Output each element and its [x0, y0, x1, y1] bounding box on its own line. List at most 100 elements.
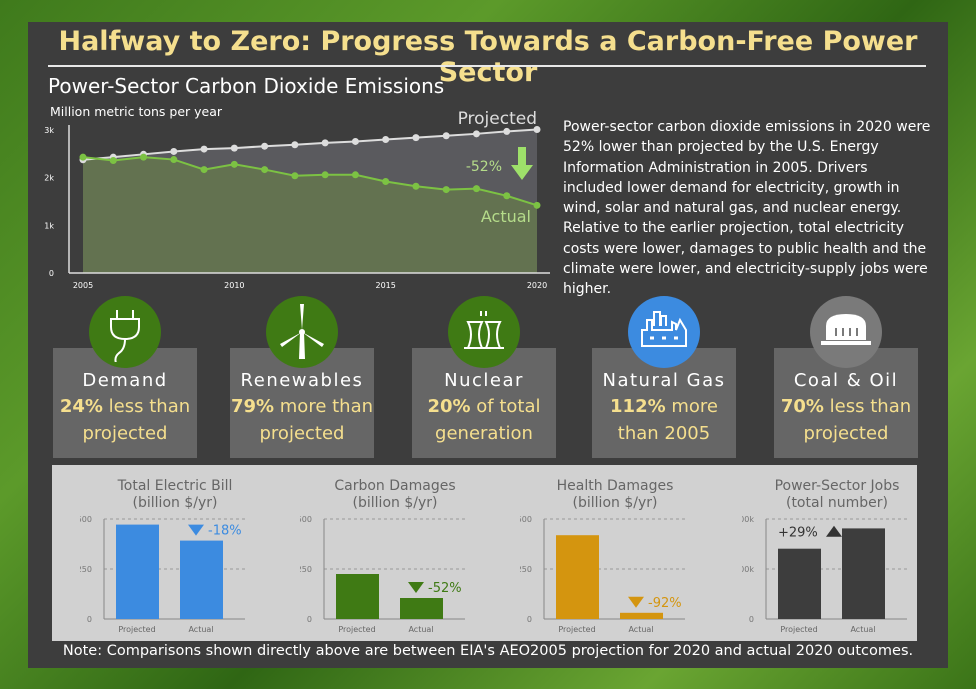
bar-chart-title-text: Total Electric Bill: [117, 478, 233, 494]
projected-point: [472, 130, 480, 138]
down-triangle-icon: [408, 582, 424, 593]
x-tick-label: 2020: [527, 281, 547, 290]
y-tick-label: 1 000k: [742, 515, 754, 524]
actual-point: [351, 171, 359, 179]
x-tick-label: Projected: [558, 625, 595, 634]
x-tick-label: Projected: [118, 625, 155, 634]
bar-chart-total-electric-bill: 0 250 500 Projected Actual -18%: [80, 515, 245, 634]
card-highlight: 70%: [780, 396, 824, 417]
y-tick-label: 500: [80, 515, 92, 524]
bar-chart-title-text: Health Damages: [556, 478, 674, 494]
projected-point: [261, 142, 269, 150]
bar-chart-health-damages: 0 250 500 Projected Actual -92%: [520, 515, 685, 634]
bar-chart-title-text: Carbon Damages: [334, 478, 456, 494]
actual-point: [503, 192, 511, 200]
change-label: -18%: [208, 524, 242, 539]
bar-chart-unit: (billion $/yr): [352, 495, 438, 511]
reduction-label: -52%: [466, 159, 502, 175]
summary-paragraph: Power-sector carbon dioxide emissions in…: [563, 119, 931, 298]
projected-legend-label: Projected: [458, 109, 537, 129]
coal-cart-icon: [821, 314, 871, 345]
x-tick-label: Projected: [338, 625, 375, 634]
bar-chart-unit: (billion $/yr): [132, 495, 218, 511]
x-tick-label: Actual: [628, 625, 653, 634]
bar-actual: [180, 540, 223, 619]
y-tick-label: 0: [527, 615, 532, 624]
bar-projected: [336, 574, 379, 619]
bar-chart-title: Total Electric Bill (billion $/yr): [85, 478, 265, 512]
card-text: less than projected: [803, 396, 912, 444]
projected-point: [170, 147, 178, 155]
y-tick-label: 500: [300, 515, 312, 524]
card-description: 70% less than projected: [774, 393, 918, 447]
bar-chart-carbon-damages: 0 250 500 Projected Actual -52%: [300, 515, 465, 634]
projected-point: [382, 136, 390, 144]
bar-actual: [620, 612, 663, 619]
x-tick-label: Actual: [188, 625, 213, 634]
actual-point: [321, 171, 329, 179]
actual-point: [412, 182, 420, 190]
actual-point: [79, 153, 87, 161]
card-text: more than 2005: [617, 396, 718, 444]
y-tick-label: 250: [300, 565, 312, 574]
bar-actual: [400, 598, 443, 619]
card-description: 20% of total generation: [412, 393, 556, 447]
y-tick-label: 250: [80, 565, 92, 574]
card-text: less than projected: [82, 396, 191, 444]
y-tick-label: 0: [307, 615, 312, 624]
change-label: -52%: [428, 581, 462, 596]
bar-chart-unit: (total number): [785, 495, 889, 511]
y-tick-label: 0: [749, 615, 754, 624]
projected-line: [82, 128, 538, 161]
card-name: Nuclear: [444, 370, 524, 391]
projected-point: [230, 144, 238, 152]
x-tick-label: Actual: [408, 625, 433, 634]
bar-chart-power-sector-jobs: 0 500k 1 000k Projected Actual +29%: [742, 515, 907, 634]
x-tick-label: Projected: [780, 625, 817, 634]
wind-turbine-icon: [280, 304, 324, 359]
footnote: Note: Comparisons shown directly above a…: [62, 643, 914, 659]
y-tick-label: 3k: [44, 126, 54, 135]
projected-point: [321, 139, 329, 147]
projected-point: [533, 126, 541, 134]
card-text: of total generation: [435, 396, 541, 444]
card-name: Coal & Oil: [793, 370, 899, 391]
actual-point: [533, 201, 541, 209]
y-axis-label: Million metric tons per year: [50, 104, 223, 119]
page-title: Halfway to Zero: Progress Towards a Carb…: [58, 26, 918, 88]
x-tick-label: Actual: [850, 625, 875, 634]
projected-point: [291, 141, 299, 149]
card-icon-circle: [89, 296, 161, 368]
y-tick-label: 500: [520, 515, 532, 524]
bar-chart-unit: (billion $/yr): [572, 495, 658, 511]
card-highlight: 79%: [230, 396, 275, 417]
plug-icon: [110, 310, 140, 362]
bar-chart-title-text: Power-Sector Jobs: [774, 478, 900, 494]
card-description: 79% more than projected: [230, 393, 374, 447]
title-divider: [48, 65, 926, 67]
actual-line: [82, 156, 538, 207]
bar-projected: [116, 524, 159, 619]
projected-point: [442, 132, 450, 140]
actual-legend-label: Actual: [481, 207, 531, 226]
emissions-chart: 0 1k 2k 3k 2005 2010 2015 2020 Projected Actual -5…: [44, 109, 550, 290]
x-tick-label: 2015: [375, 281, 395, 290]
actual-point: [109, 157, 117, 165]
y-tick-label: 500k: [742, 565, 754, 574]
cooling-tower-icon: [464, 311, 504, 349]
y-tick-label: 2k: [44, 174, 54, 183]
actual-point: [442, 186, 450, 194]
card-highlight: 112%: [610, 396, 666, 417]
projected-point: [200, 145, 208, 153]
actual-point: [261, 166, 269, 174]
change-label: +29%: [778, 526, 818, 541]
card-name: Natural Gas: [602, 370, 726, 391]
y-tick-label: 0: [49, 269, 54, 278]
actual-point: [291, 172, 299, 180]
down-arrow-icon: [511, 147, 533, 180]
x-tick-label: 2005: [73, 281, 93, 290]
actual-area: [83, 157, 537, 273]
bar-chart-title: Health Damages (billion $/yr): [525, 478, 705, 512]
actual-point: [472, 185, 480, 193]
card-icon-circle: [448, 296, 520, 368]
